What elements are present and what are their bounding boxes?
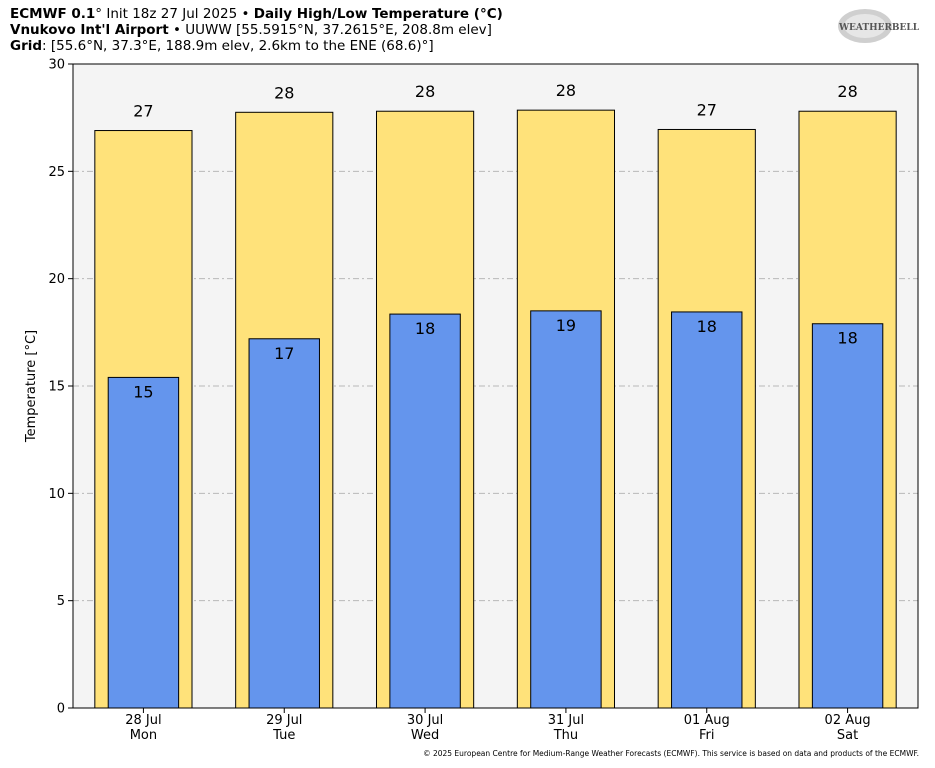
low-temp-bar — [671, 311, 743, 709]
station-name: Vnukovo Int'l Airport — [10, 22, 169, 38]
low-temp-bar — [107, 376, 180, 709]
header-line-2: Vnukovo Int'l Airport • UUWW [55.5915°N,… — [10, 22, 492, 39]
high-temp-label: 27 — [133, 102, 153, 121]
separator: • — [168, 22, 186, 38]
header-line-3: Grid: [55.6°N, 37.3°E, 188.9m elev, 2.6k… — [10, 38, 434, 55]
x-tick-label-date: 28 Jul — [125, 713, 161, 728]
weatherbell-logo: WEATHERBELL — [838, 9, 920, 43]
low-temp-label: 18 — [415, 319, 435, 338]
high-temp-label: 27 — [697, 100, 717, 119]
low-temp-bar — [248, 338, 320, 709]
logo-text: WEATHERBELL — [838, 23, 920, 33]
grid-info: : [55.6°N, 37.3°E, 188.9m elev, 2.6km to… — [42, 38, 434, 54]
y-tick-label: 25 — [48, 165, 65, 180]
low-temp-bar — [530, 310, 602, 709]
low-temp-label: 18 — [697, 317, 717, 336]
y-tick-label: 10 — [48, 487, 65, 502]
y-tick-label: 5 — [57, 594, 65, 609]
y-tick-label: 15 — [48, 380, 65, 395]
low-temp-bar — [389, 313, 461, 709]
x-tick-label-day: Tue — [272, 728, 295, 743]
x-tick-label-date: 31 Jul — [548, 713, 584, 728]
high-temp-label: 28 — [556, 81, 576, 100]
y-tick-label: 0 — [57, 702, 65, 717]
chart-title: Daily High/Low Temperature (°C) — [253, 6, 503, 22]
x-tick-label-day: Mon — [130, 728, 157, 743]
low-temp-bar — [811, 323, 884, 709]
x-tick-label-day: Sat — [837, 728, 858, 743]
x-tick-label-date: 29 Jul — [266, 713, 302, 728]
grid-label: Grid — [10, 38, 43, 54]
station-info: UUWW [55.5915°N, 37.2615°E, 208.8m elev] — [185, 22, 492, 38]
model-name: ECMWF 0.1 — [10, 6, 96, 22]
init-time: ° Init 18z 27 Jul 2025 — [95, 6, 238, 22]
separator: • — [237, 6, 254, 22]
low-temp-label: 19 — [556, 316, 576, 335]
y-tick-label: 30 — [48, 58, 65, 73]
high-temp-label: 28 — [415, 82, 435, 101]
x-tick-label-day: Wed — [411, 728, 439, 743]
header-line-1: ECMWF 0.1° Init 18z 27 Jul 2025 • Daily … — [10, 6, 503, 23]
low-temp-label: 18 — [837, 329, 857, 348]
low-temp-label: 17 — [274, 344, 294, 363]
copyright-footer: © 2025 European Centre for Medium-Range … — [423, 749, 919, 758]
y-tick-label: 20 — [48, 272, 65, 287]
x-tick-label-date: 02 Aug — [825, 713, 871, 728]
x-tick-label-day: Fri — [699, 728, 715, 743]
high-temp-label: 28 — [274, 83, 294, 102]
high-temp-label: 28 — [837, 82, 857, 101]
y-axis-label: Temperature [°C] — [24, 330, 39, 443]
x-tick-label-day: Thu — [553, 728, 578, 743]
x-tick-label-date: 30 Jul — [407, 713, 443, 728]
x-tick-label-date: 01 Aug — [684, 713, 730, 728]
low-temp-label: 15 — [133, 382, 153, 401]
